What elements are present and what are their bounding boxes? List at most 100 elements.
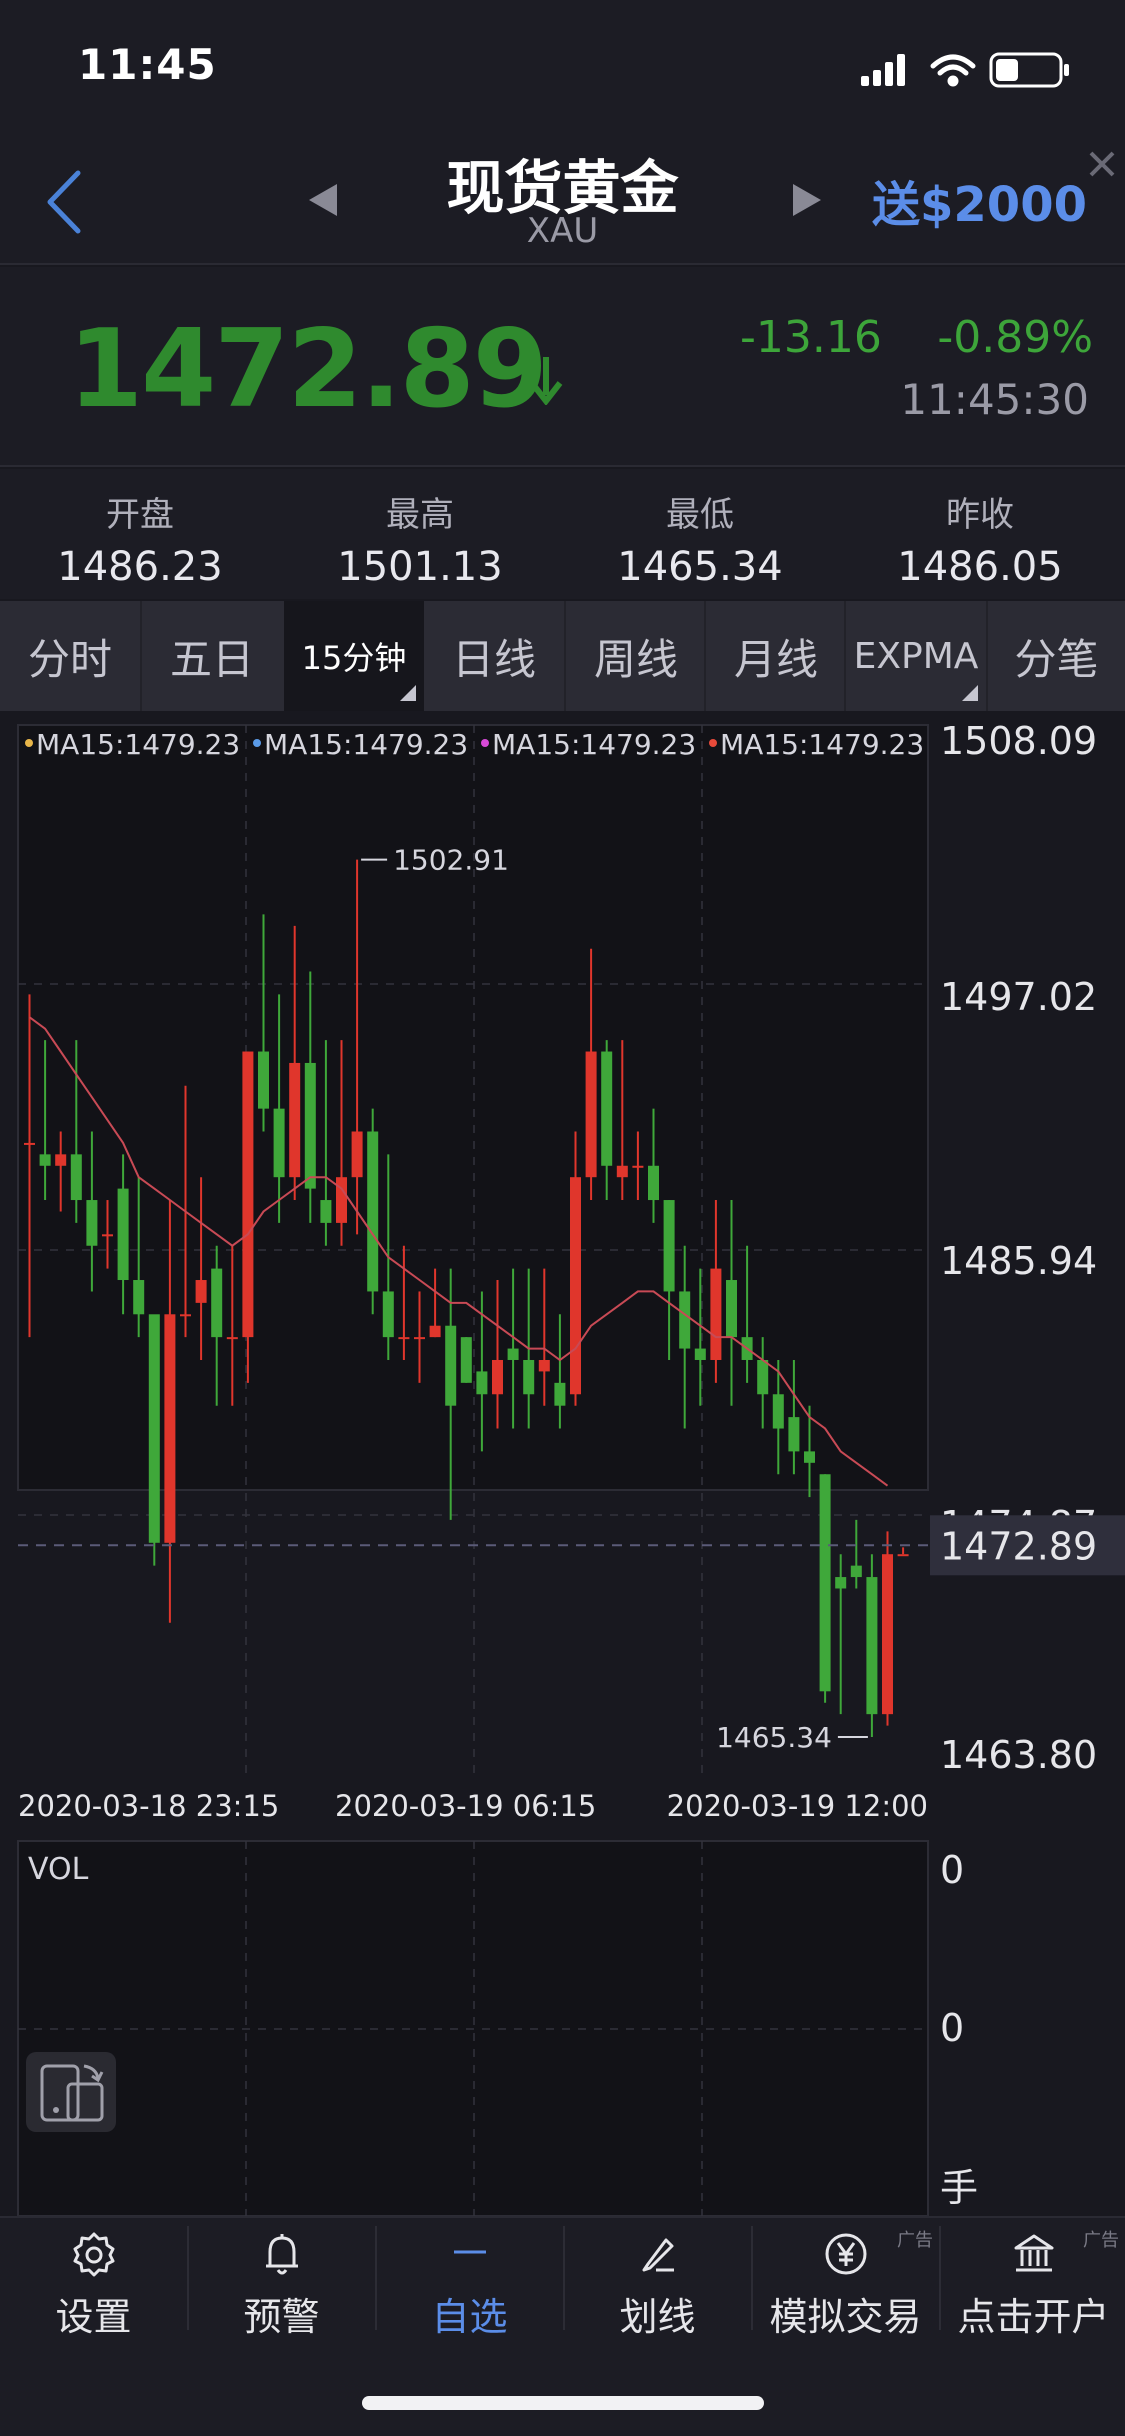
chart-area[interactable]: MA15:1479.23 MA15:1479.23 MA15:1479.23 M… [0,711,1125,2216]
close-promo-icon[interactable] [1085,147,1119,181]
candle-body [538,1359,550,1372]
next-symbol-icon[interactable] [785,180,825,220]
tab-monthly[interactable]: 月线 [706,601,846,711]
candles [24,859,909,1738]
candle-body [320,1200,332,1223]
candle-body [336,1177,347,1223]
volume-label: VOL [28,1852,89,1887]
candle-body [866,1577,878,1715]
candle-body [164,1314,176,1543]
promo-link[interactable]: 送$2000 [872,177,1087,233]
tab-ticks[interactable]: 分笔 [988,601,1125,711]
x-axis-ticks: 2020-03-18 23:15 2020-03-19 06:15 2020-0… [18,1789,928,1823]
candle-body [148,1314,160,1543]
signal-icon [861,54,905,86]
battery-icon [989,52,1069,88]
tab-expma[interactable]: EXPMA [846,601,986,711]
tab-label: 分笔 [1014,634,1099,684]
y-tick: 1463.80 [940,1733,1097,1777]
nav-demo-trading[interactable]: 模拟交易 广告 [752,2218,939,2339]
rotate-screen-button[interactable] [26,2052,116,2132]
candle-body [55,1154,67,1166]
candle-body [850,1565,862,1578]
home-indicator[interactable] [362,2396,764,2410]
status-icons [861,50,1081,90]
ohlc-value: 1501.13 [337,544,503,590]
candle-body [117,1188,129,1281]
x-tick: 2020-03-19 06:15 [335,1789,596,1823]
tab-daily[interactable]: 日线 [424,601,564,711]
nav-watchlist[interactable]: 自选 [376,2218,563,2339]
tab-five-day[interactable]: 五日 [142,601,282,711]
candle-body [258,1051,269,1109]
candle-body [570,1177,581,1395]
vol-tick: 0 [940,2006,964,2050]
symbol-code: XAU [526,211,599,251]
quote-panel: 1472.89 -13.16 -0.89% 11:45:30 [0,267,1125,467]
nav-open-account[interactable]: 点击开户 广告 [940,2218,1125,2339]
current-price-label: 1472.89 [940,1524,1097,1568]
candle-body [601,1051,613,1166]
candle-body [414,1337,425,1340]
x-tick: 2020-03-19 12:00 [667,1789,928,1823]
bank-icon [1014,2234,1054,2272]
candle-body [507,1348,519,1360]
candle-body [632,1165,644,1168]
quote-time: 11:45:30 [900,375,1089,424]
dash-icon [454,2250,486,2254]
bottom-nav: 设置 预警 自选 划线 模拟交易 广告 [0,2216,1125,2339]
candle-body [445,1325,457,1406]
nav-divider [187,2226,189,2330]
legend-dot [253,739,261,747]
price-change: -13.16 [740,312,882,363]
low-label: 1465.34 [716,1721,832,1754]
bell-icon [266,2234,298,2275]
ohlc-high: 最高 1501.13 [280,487,560,590]
tab-label: 周线 [593,634,678,684]
tab-divider [704,601,706,711]
tab-15min[interactable]: 15分钟 [284,601,424,711]
price-change-pct: -0.89% [937,312,1093,363]
status-time: 11:45 [78,40,217,89]
vol-tick: 0 [940,1848,964,1892]
candle-body [523,1359,535,1395]
current-price-tag [930,1515,1125,1576]
ohlc-prev-close: 昨收 1486.05 [840,487,1120,590]
legend-text: MA15:1479.23 [492,728,696,761]
ohlc-label: 最高 [386,495,454,535]
candle-body [648,1165,659,1201]
status-bar: 11:45 [0,0,1125,135]
nav-draw-line[interactable]: 划线 [564,2218,751,2339]
tab-label: EXPMA [853,635,979,677]
candle-body [367,1131,379,1292]
candle-body [86,1200,98,1246]
legend-text: MA15:1479.23 [720,728,924,761]
nav-label: 自选 [431,2295,508,2339]
tab-intraday[interactable]: 分时 [0,601,140,711]
prev-symbol-icon[interactable] [305,180,345,220]
legend-text: MA15:1479.23 [36,728,240,761]
candle-body [819,1474,831,1692]
nav-label: 预警 [243,2295,320,2339]
tab-divider [986,601,988,711]
tab-label: 月线 [733,634,818,684]
candle-body [226,1337,238,1340]
nav-divider [751,2226,753,2330]
back-arrow-icon[interactable] [40,167,90,237]
legend-dot [709,739,717,747]
y-tick: 1508.09 [940,719,1097,763]
gear-icon [73,2232,115,2277]
pen-icon [642,2238,674,2272]
nav-divider [939,2226,941,2330]
tab-weekly[interactable]: 周线 [566,601,706,711]
ma-legend: MA15:1479.23 MA15:1479.23 MA15:1479.23 M… [25,728,924,761]
nav-settings[interactable]: 设置 [0,2218,187,2339]
y-tick: 1497.02 [940,975,1097,1019]
page-title: 现货黄金 [446,154,679,222]
nav-alerts[interactable]: 预警 [188,2218,375,2339]
candle-body [726,1280,737,1338]
candlestick-chart[interactable]: MA15:1479.23 MA15:1479.23 MA15:1479.23 M… [0,711,1125,2216]
vol-unit: 手 [940,2166,978,2210]
candle-body [460,1337,472,1383]
candle-body [242,1051,254,1338]
